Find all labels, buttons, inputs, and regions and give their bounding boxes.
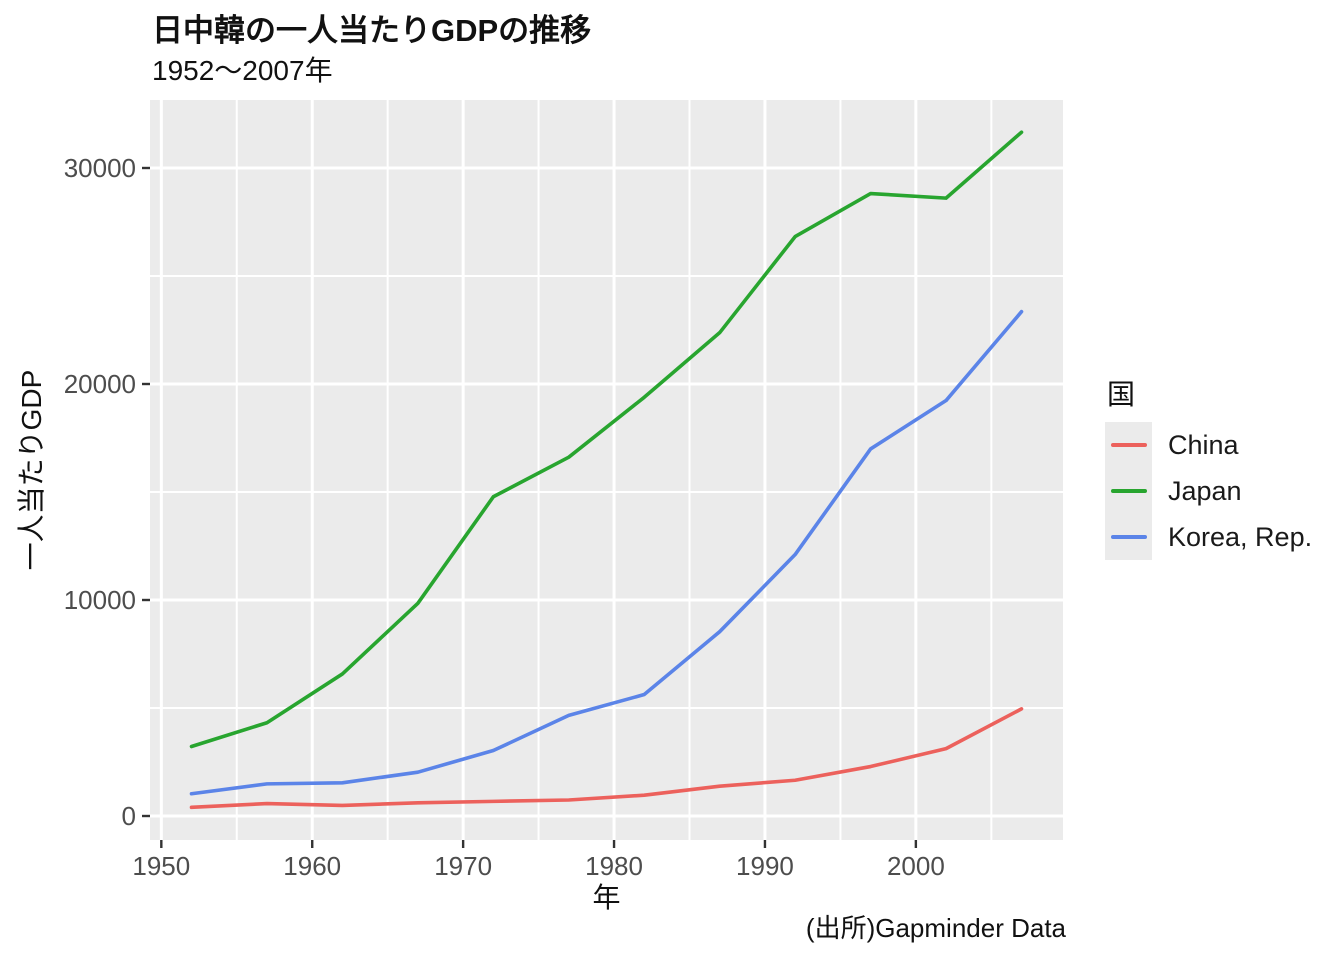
y-tick-label: 20000 [63, 368, 136, 399]
legend-item-japan: Japan [1105, 468, 1312, 514]
legend-title: 国 [1107, 379, 1136, 410]
legend-label: Korea, Rep. [1168, 521, 1313, 552]
legend-key-korea-rep [1105, 514, 1152, 560]
legend-key-china [1105, 422, 1152, 468]
series-line-china [189, 707, 1024, 810]
x-tick-label: 1980 [585, 851, 643, 881]
series-line-korea-rep [189, 309, 1024, 796]
legend-key-line-icon [1110, 489, 1147, 493]
x-tick-label: 1950 [132, 851, 191, 881]
x-tick-label: 1990 [736, 851, 794, 881]
x-tick-label: 2000 [886, 851, 945, 881]
y-axis-title: 一人当たりGDP [16, 369, 47, 571]
legend-entries: China Japan Korea, Rep. [1105, 422, 1312, 560]
chart-title: 日中韓の一人当たりGDPの推移 [152, 13, 592, 48]
x-axis-title: 年 [592, 882, 621, 913]
y-tick-label: 30000 [63, 152, 136, 183]
plot-panel [150, 100, 1063, 840]
x-tick-label: 1970 [434, 851, 493, 881]
legend-key-line-icon [1110, 443, 1147, 447]
legend-item-china: China [1105, 422, 1312, 468]
source-caption: (出所)Gapminder Data [805, 913, 1066, 943]
chart-subtitle: 1952〜2007年 [152, 55, 333, 86]
x-tick-label: 1960 [283, 851, 342, 881]
legend-item-korea-rep: Korea, Rep. [1105, 514, 1312, 560]
y-tick-label: 0 [121, 801, 136, 831]
legend: 国 China Japan Korea, Rep. [1105, 378, 1312, 560]
legend-key-line-icon [1110, 535, 1147, 539]
y-tick-label: 10000 [63, 585, 136, 615]
legend-label: Japan [1168, 475, 1242, 506]
legend-label: China [1168, 429, 1239, 460]
series-line-japan [189, 130, 1024, 749]
legend-key-japan [1105, 468, 1152, 514]
